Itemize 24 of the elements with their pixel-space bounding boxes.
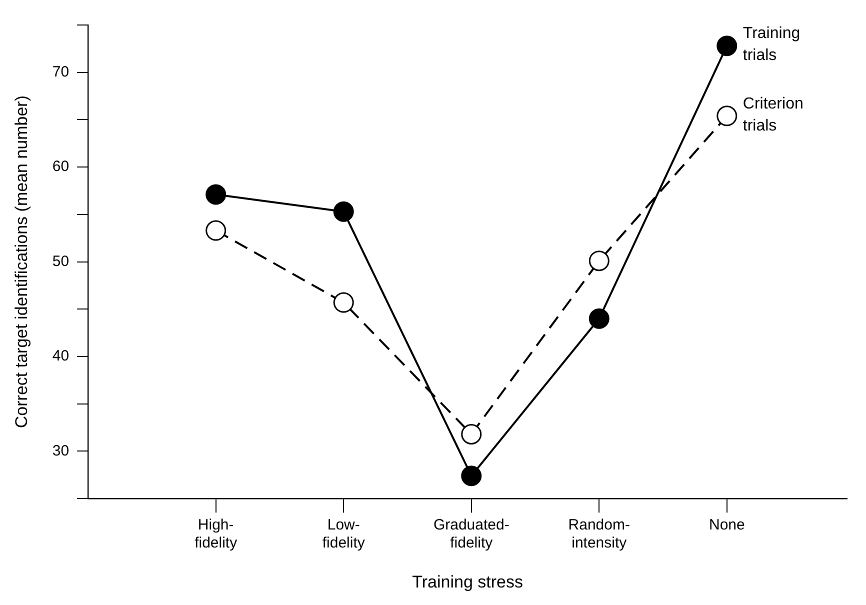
point (588, 308, 610, 329)
point (461, 424, 482, 444)
x-tick-label: Low- fidelity (322, 516, 366, 552)
x-tick-label: None (708, 516, 745, 534)
point (333, 201, 354, 222)
y-tick-label: 60 (52, 158, 70, 176)
y-tick-label: 50 (52, 252, 70, 270)
y-tick-label: 30 (52, 442, 70, 460)
y-axis-title: Correct target identifications (mean number) (12, 96, 31, 428)
point (333, 292, 354, 313)
y-tick-label: 40 (52, 348, 70, 365)
x-tick-label: Random- intensity (568, 516, 630, 552)
series-label: Training trials (742, 25, 800, 64)
point (461, 466, 482, 486)
y-tick-label: 70 (52, 64, 70, 80)
point (716, 36, 738, 56)
point (588, 250, 610, 272)
x-tick-label: Graduated- fidelity (433, 516, 510, 552)
x-tick-label: High- fidelity (194, 516, 238, 552)
series-label: Criterion trials (742, 95, 804, 134)
point (206, 220, 226, 241)
x-axis-title: Training stress (412, 572, 523, 592)
point (716, 106, 738, 126)
point (206, 184, 226, 205)
